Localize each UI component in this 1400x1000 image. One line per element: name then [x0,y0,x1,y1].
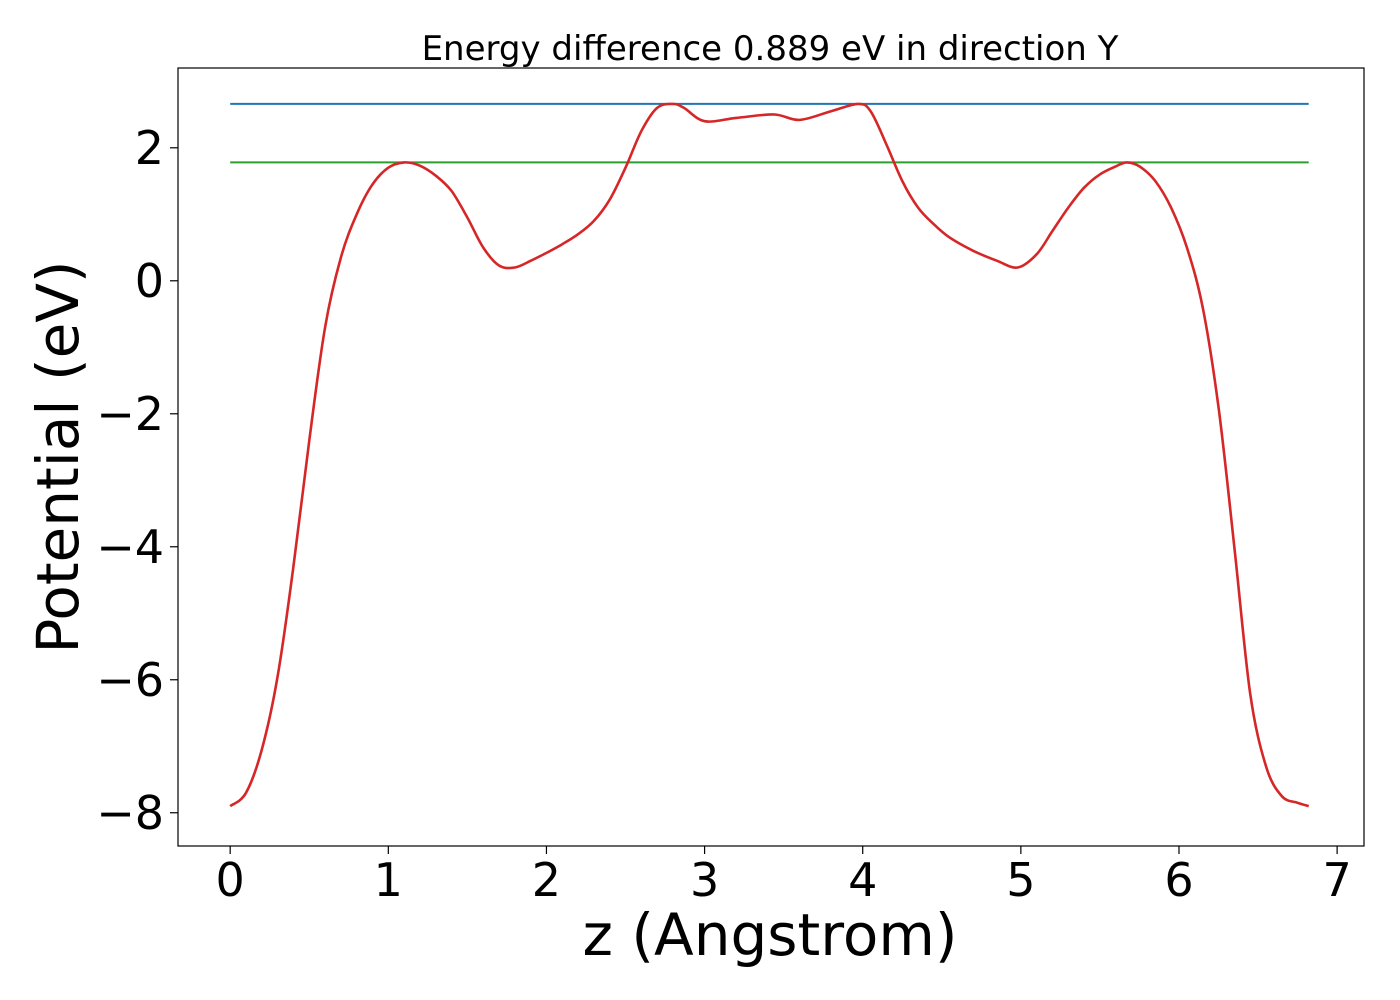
x-tick-label: 3 [690,853,719,907]
x-tick-label: 6 [1164,853,1193,907]
y-tick-label: 0 [135,254,164,308]
plot-frame [177,67,1365,847]
y-axis-label: Potential (eV) [24,260,92,653]
x-tick-label: 5 [1006,853,1035,907]
x-axis-label: z (Angstrom) [583,901,958,969]
y-tick-label: −2 [96,387,164,441]
x-tick-label: 1 [374,853,403,907]
x-axis: 0 1 2 3 4 5 6 7 [216,846,1352,907]
y-tick-label: 2 [135,121,164,175]
chart-title: Energy difference 0.889 eV in direction … [422,29,1119,69]
y-tick-label: −6 [96,653,164,707]
x-tick-label: 2 [532,853,561,907]
y-axis: −8 −6 −4 −2 0 2 [96,121,178,840]
x-tick-label: 0 [216,853,245,907]
series-line-2 [229,102,1310,808]
x-tick-label: 4 [848,853,877,907]
x-tick-label: 7 [1322,853,1351,907]
y-tick-label: −8 [96,786,164,840]
series-layer [229,102,1310,808]
y-tick-label: −4 [96,520,164,574]
